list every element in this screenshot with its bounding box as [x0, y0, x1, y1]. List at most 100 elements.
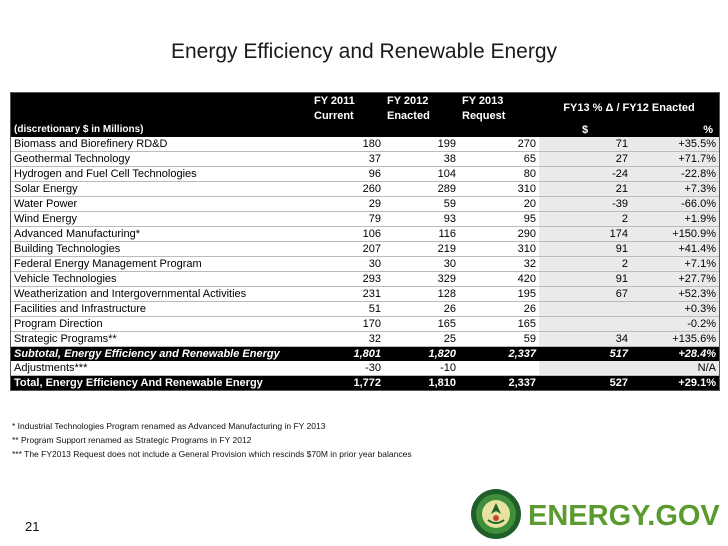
- table-row: Water Power 29 59 20 -39 -66.0%: [11, 196, 719, 212]
- row-name: Hydrogen and Fuel Cell Technologies: [11, 166, 311, 182]
- cell-fy2012: 199: [384, 137, 459, 152]
- cell-fy2011: 51: [311, 301, 384, 317]
- cell-fy2013: 59: [459, 331, 539, 347]
- cell-delta-pct: +71.7%: [631, 151, 719, 167]
- table-row: Strategic Programs** 32 25 59 34 +135.6%: [11, 331, 719, 347]
- cell-fy2011: 32: [311, 331, 384, 347]
- row-name: Adjustments***: [11, 361, 311, 376]
- cell-fy2011: 96: [311, 166, 384, 182]
- cell-delta-dollar: -39: [539, 196, 631, 212]
- header-fy2011-sub: Current: [311, 109, 384, 123]
- slide-title: Energy Efficiency and Renewable Energy: [170, 40, 557, 63]
- cell-fy2013: 2,337: [459, 375, 539, 390]
- header-fy2012-sub: Enacted: [384, 109, 459, 123]
- cell-fy2012: -10: [384, 361, 459, 376]
- cell-delta-dollar: 527: [539, 375, 631, 390]
- table-row: Federal Energy Management Program 30 30 32 2…: [11, 256, 719, 272]
- row-name: Federal Energy Management Program: [11, 256, 311, 272]
- cell-delta-pct: +135.6%: [631, 331, 719, 347]
- table-row: Advanced Manufacturing* 106 116 290 174 +150.…: [11, 226, 719, 242]
- cell-fy2013: 165: [459, 316, 539, 332]
- cell-fy2013: 95: [459, 211, 539, 227]
- cell-delta-pct: +7.3%: [631, 181, 719, 197]
- row-name: Geothermal Technology: [11, 151, 311, 167]
- cell-fy2012: 25: [384, 331, 459, 347]
- cell-delta-dollar: [539, 301, 631, 317]
- budget-table: FY 2011 FY 2012 FY 2013 FY13 % Δ / FY12 …: [10, 92, 720, 391]
- cell-delta-dollar: 34: [539, 331, 631, 347]
- table-row: Program Direction 170 165 165 -0.2%: [11, 316, 719, 332]
- row-name: Biomass and Biorefinery RD&D: [11, 137, 311, 152]
- cell-fy2013: 195: [459, 286, 539, 302]
- table-row: Biomass and Biorefinery RD&D 180 199 270 71 +…: [11, 137, 719, 152]
- cell-fy2013: 270: [459, 137, 539, 152]
- cell-delta-pct: +52.3%: [631, 286, 719, 302]
- page-number: 21: [25, 519, 40, 534]
- cell-fy2013: 32: [459, 256, 539, 272]
- header-fy2013-year: FY 2013: [459, 93, 539, 109]
- row-name: Program Direction: [11, 316, 311, 332]
- cell-delta-pct: N/A: [631, 361, 719, 376]
- cell-fy2013: 310: [459, 181, 539, 197]
- cell-fy2011: 231: [311, 286, 384, 302]
- cell-delta-dollar: 27: [539, 151, 631, 167]
- cell-fy2012: 93: [384, 211, 459, 227]
- cell-delta-dollar: [539, 361, 631, 376]
- cell-fy2011: 1,772: [311, 375, 384, 390]
- cell-delta-dollar: 91: [539, 241, 631, 257]
- cell-fy2011: 170: [311, 316, 384, 332]
- cell-delta-dollar: 2: [539, 211, 631, 227]
- header-blank-b: [384, 123, 459, 137]
- row-name: Facilities and Infrastructure: [11, 301, 311, 317]
- doe-seal-icon: [471, 489, 521, 539]
- footnote: ** Program Support renamed as Strategic …: [12, 435, 252, 445]
- table-body: Biomass and Biorefinery RD&D 180 199 270 71 +…: [11, 137, 719, 390]
- row-name: Solar Energy: [11, 181, 311, 197]
- cell-fy2012: 116: [384, 226, 459, 242]
- cell-delta-pct: -0.2%: [631, 316, 719, 332]
- table-header: FY 2011 FY 2012 FY 2013 FY13 % Δ / FY12 …: [11, 93, 719, 137]
- cell-delta-dollar: 21: [539, 181, 631, 197]
- row-name: Building Technologies: [11, 241, 311, 257]
- cell-fy2012: 329: [384, 271, 459, 287]
- cell-fy2012: 1,810: [384, 375, 459, 390]
- cell-delta-pct: +0.3%: [631, 301, 719, 317]
- cell-delta-dollar: [539, 316, 631, 332]
- cell-delta-dollar: 2: [539, 256, 631, 272]
- cell-delta-pct: +27.7%: [631, 271, 719, 287]
- table-row: Facilities and Infrastructure 51 26 26 +0.3%: [11, 301, 719, 317]
- cell-fy2013: 65: [459, 151, 539, 167]
- row-name: Advanced Manufacturing*: [11, 226, 311, 242]
- cell-fy2012: 104: [384, 166, 459, 182]
- cell-delta-dollar: -24: [539, 166, 631, 182]
- cell-fy2012: 128: [384, 286, 459, 302]
- table-row: Adjustments*** -30 -10 N/A: [11, 361, 719, 376]
- table-row: Solar Energy 260 289 310 21 +7.3%: [11, 181, 719, 197]
- header-blank-a: [311, 123, 384, 137]
- cell-fy2013: 26: [459, 301, 539, 317]
- cell-fy2011: 260: [311, 181, 384, 197]
- row-name: Strategic Programs**: [11, 331, 311, 347]
- cell-delta-pct: +150.9%: [631, 226, 719, 242]
- cell-delta-pct: +29.1%: [631, 375, 719, 390]
- header-delta-pct: %: [631, 123, 719, 137]
- cell-delta-pct: +41.4%: [631, 241, 719, 257]
- footnote: *** The FY2013 Request does not include …: [12, 449, 412, 459]
- cell-delta-dollar: 517: [539, 346, 631, 361]
- cell-delta-pct: +7.1%: [631, 256, 719, 272]
- cell-fy2012: 26: [384, 301, 459, 317]
- cell-delta-dollar: 174: [539, 226, 631, 242]
- cell-fy2012: 219: [384, 241, 459, 257]
- cell-delta-pct: -22.8%: [631, 166, 719, 182]
- cell-fy2012: 30: [384, 256, 459, 272]
- cell-fy2013: 80: [459, 166, 539, 182]
- table-row: Building Technologies 207 219 310 91 +41.4%: [11, 241, 719, 257]
- cell-delta-dollar: 91: [539, 271, 631, 287]
- footnote: * Industrial Technologies Program rename…: [12, 421, 326, 431]
- cell-fy2011: 106: [311, 226, 384, 242]
- header-blank-c: [459, 123, 539, 137]
- table-row: Geothermal Technology 37 38 65 27 +71.7%: [11, 151, 719, 167]
- table-row: Subtotal, Energy Efficiency and Renewabl…: [11, 346, 719, 361]
- row-name: Wind Energy: [11, 211, 311, 227]
- cell-delta-pct: -66.0%: [631, 196, 719, 212]
